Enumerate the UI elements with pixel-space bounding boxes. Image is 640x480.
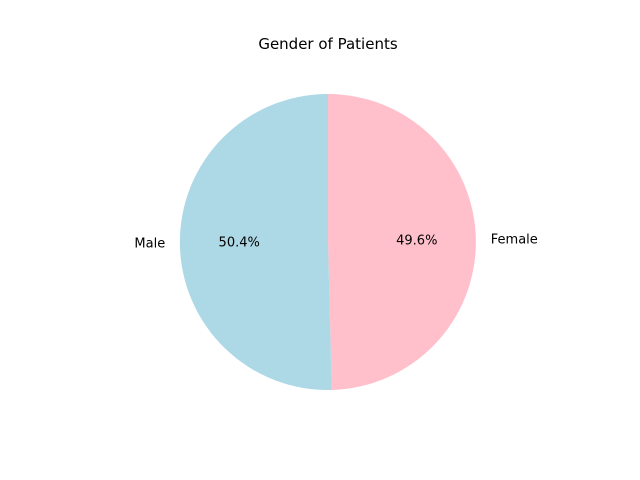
percent-label-female: 49.6%	[396, 233, 437, 248]
chart-title: Gender of Patients	[258, 35, 397, 53]
percent-label-male: 50.4%	[219, 236, 260, 251]
pie-slice-female	[328, 94, 476, 390]
pie-slices	[179, 93, 476, 391]
pie-slice-male	[179, 93, 332, 391]
slice-label-male: Male	[134, 237, 165, 252]
pie-labels: Female 49.6% Male 50.4%	[134, 232, 537, 251]
slice-label-female: Female	[491, 232, 538, 247]
